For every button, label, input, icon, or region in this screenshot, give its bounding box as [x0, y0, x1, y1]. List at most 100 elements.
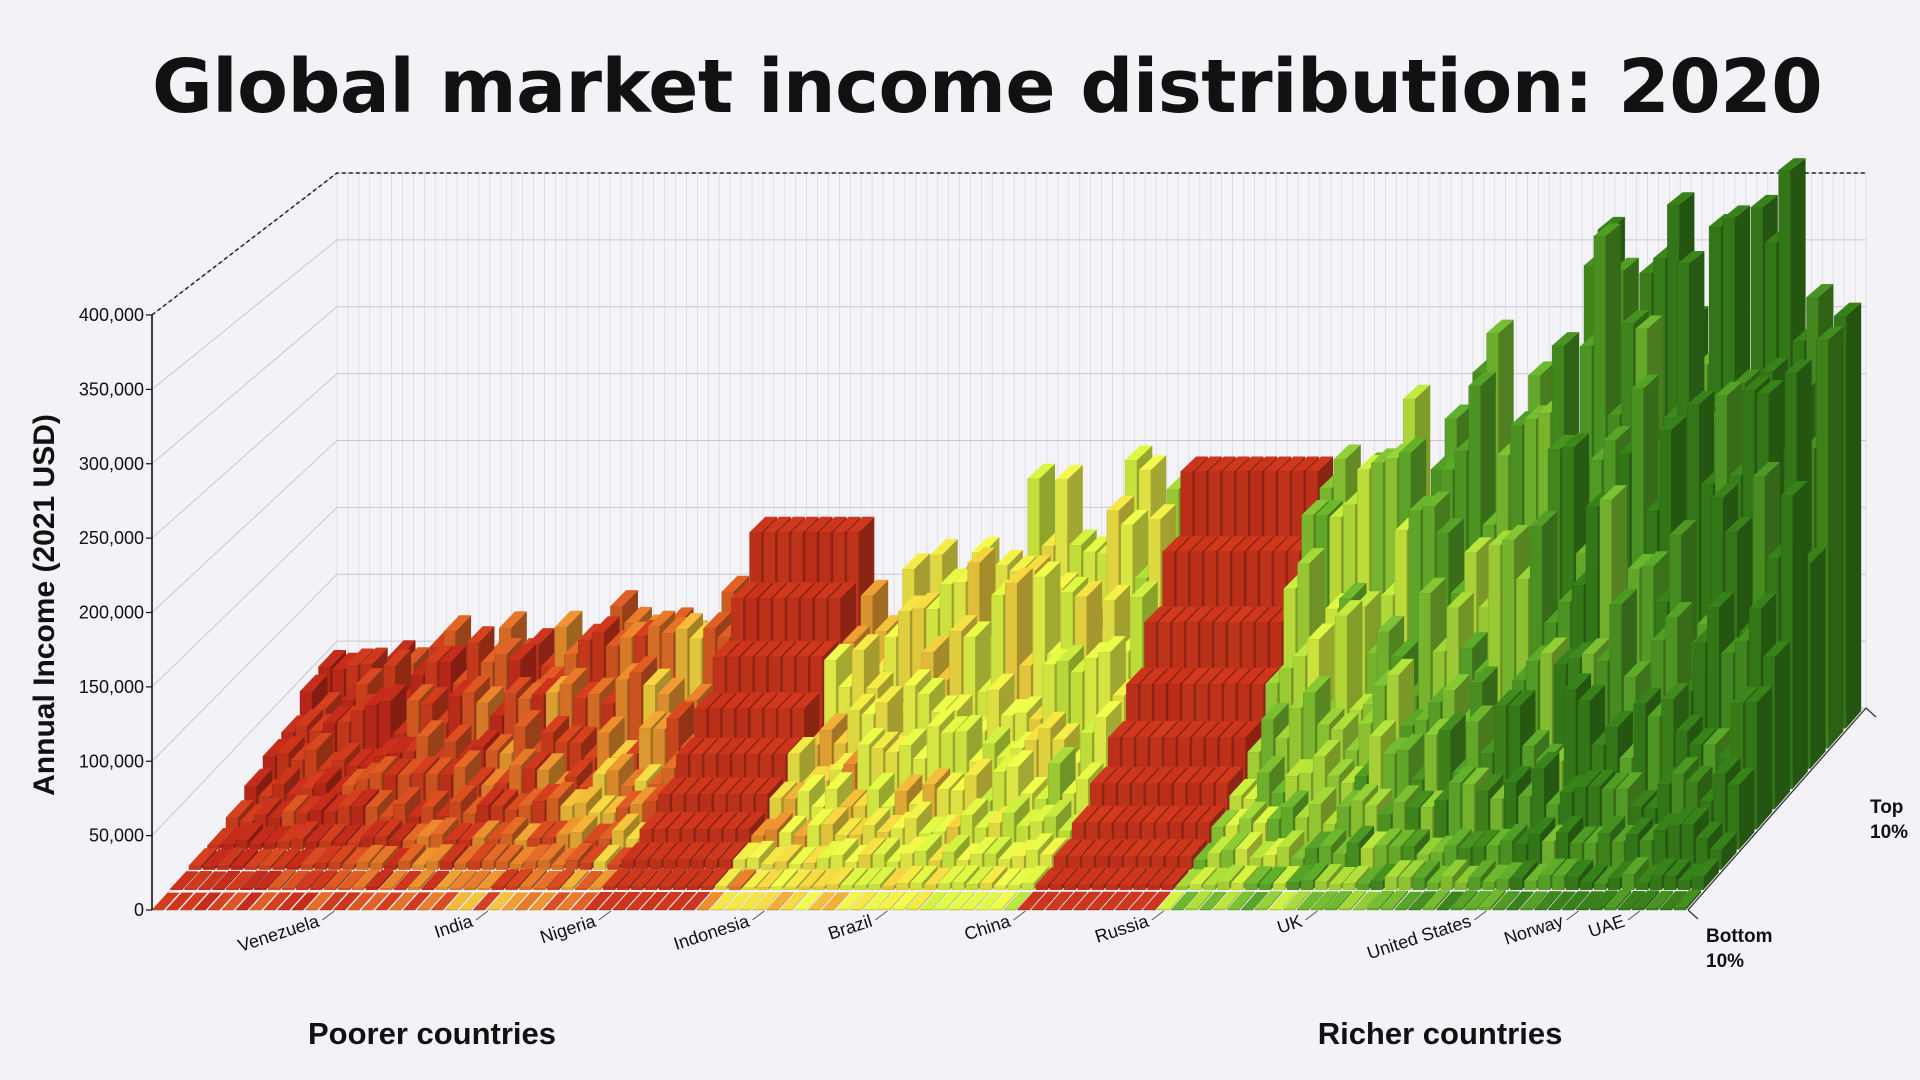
bar-top [740, 640, 769, 657]
bar-front [1631, 907, 1645, 911]
bar-top [770, 868, 798, 887]
bar-side [1588, 891, 1604, 910]
bar [1226, 891, 1255, 911]
bar-top [640, 892, 669, 910]
bar-side [1239, 891, 1255, 910]
bar-top [1578, 684, 1605, 701]
bar-top [1311, 891, 1339, 909]
bar-top [319, 892, 348, 910]
bar-top [1113, 805, 1142, 823]
bar-top [611, 740, 639, 757]
bar-side [387, 892, 403, 910]
country-tick [1305, 910, 1318, 921]
bar [836, 892, 864, 911]
bar-side [335, 870, 352, 890]
bar-front [1217, 881, 1230, 890]
bar [537, 843, 566, 870]
bar-top [1021, 865, 1050, 883]
bar-top [477, 870, 505, 888]
bar-top [1370, 863, 1398, 881]
bar-top [780, 892, 808, 910]
bar-side [945, 891, 962, 910]
bar-side [917, 891, 934, 910]
bar-front [370, 862, 383, 870]
bar-top [791, 516, 819, 533]
bar [933, 891, 962, 911]
bar-top [787, 737, 816, 754]
bar-top [1026, 833, 1054, 851]
bar-front [975, 909, 988, 911]
bar-top [207, 892, 236, 910]
bar-top [1745, 686, 1773, 703]
bar-side [1141, 891, 1157, 910]
bar-top [1205, 720, 1233, 738]
bar-side [1560, 891, 1576, 910]
bar-top [1232, 536, 1260, 552]
bar-top [584, 823, 612, 841]
bar-side [1308, 891, 1325, 910]
bar-top [1313, 739, 1341, 757]
bar-top [1380, 890, 1408, 908]
bar-top [1023, 555, 1051, 571]
bar-front [1119, 884, 1132, 890]
country-tick [322, 910, 335, 921]
bar-top [649, 842, 677, 860]
bar-top [1074, 581, 1103, 597]
bar-front [951, 882, 965, 890]
bar-front [523, 861, 536, 870]
bar-top [898, 595, 926, 612]
depth-axis-line [1687, 707, 1867, 911]
bar-side [266, 870, 282, 890]
bar-top [1532, 752, 1560, 769]
bar-front [1454, 882, 1467, 890]
bar-side [443, 892, 459, 910]
bar [165, 892, 194, 911]
bar-top [1237, 667, 1265, 684]
bar-top [932, 814, 960, 832]
bar-top [798, 869, 826, 887]
bar-top [272, 849, 301, 867]
bar-top [1470, 666, 1498, 683]
bar-front [603, 885, 616, 890]
bar-top [374, 819, 403, 837]
depth-tick-front [1687, 909, 1699, 920]
grid-side-line [151, 640, 338, 836]
bar-side [242, 848, 259, 870]
bar [230, 848, 259, 870]
bar-top [1048, 747, 1076, 764]
bar-top [1303, 676, 1331, 693]
bar-top [1165, 839, 1193, 857]
bar [1366, 890, 1394, 911]
bar-top [1665, 602, 1693, 618]
bar-top [654, 892, 683, 910]
bar-top [1126, 667, 1154, 684]
bar-top [1464, 890, 1492, 908]
bar-side [890, 891, 906, 910]
bar-top [1450, 890, 1478, 908]
bar-top [1222, 456, 1250, 472]
bar-top [541, 715, 569, 733]
bar-top [1564, 673, 1592, 690]
bar-top [570, 815, 598, 833]
bar-side [694, 892, 710, 910]
bar [365, 869, 394, 890]
bar-top [365, 688, 393, 705]
bar-top [676, 737, 704, 755]
bar-top [1249, 841, 1277, 859]
bar [1745, 686, 1773, 830]
bar-top [1291, 456, 1320, 472]
bar [905, 891, 934, 911]
country-label: UK [1275, 911, 1305, 938]
bar-top [1098, 636, 1126, 652]
bar-side [959, 891, 976, 910]
bar-top [1677, 251, 1705, 264]
bar-front [319, 909, 332, 911]
bar-top [691, 842, 719, 860]
bar-top [1778, 158, 1806, 170]
bar-front [1607, 878, 1621, 890]
bar-top [476, 686, 504, 703]
bar-top [1364, 788, 1392, 806]
bar-top [718, 737, 746, 755]
bar-side [447, 870, 464, 890]
grid-side-line [151, 440, 338, 613]
